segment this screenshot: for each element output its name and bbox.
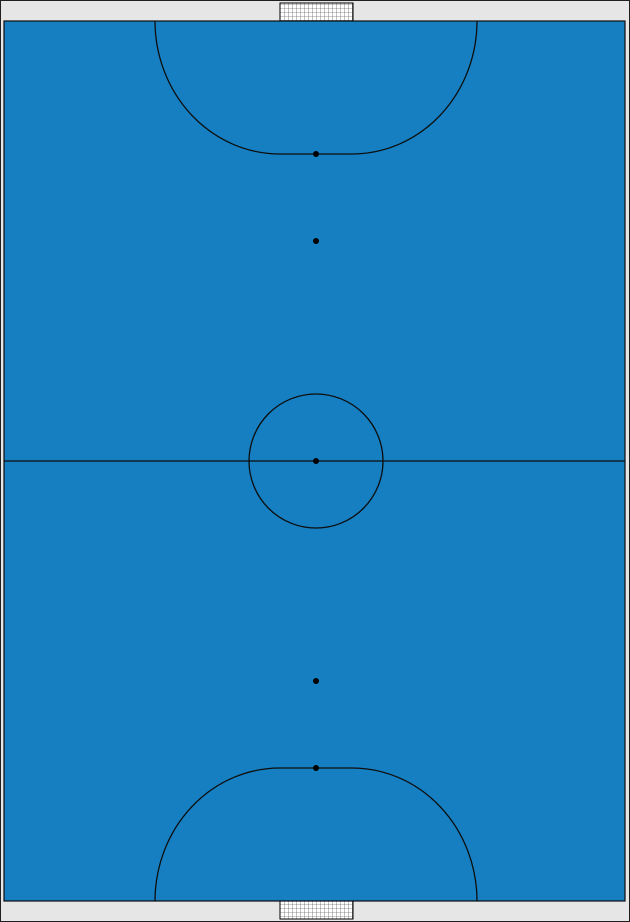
second-penalty-mark-bottom bbox=[313, 678, 319, 684]
goal-bottom bbox=[279, 900, 354, 920]
penalty-mark-top bbox=[313, 151, 319, 157]
penalty-mark-bottom bbox=[313, 765, 319, 771]
centre-circle bbox=[248, 393, 384, 529]
second-penalty-mark-top bbox=[313, 238, 319, 244]
centre-spot bbox=[313, 458, 319, 464]
goal-top bbox=[279, 2, 354, 22]
